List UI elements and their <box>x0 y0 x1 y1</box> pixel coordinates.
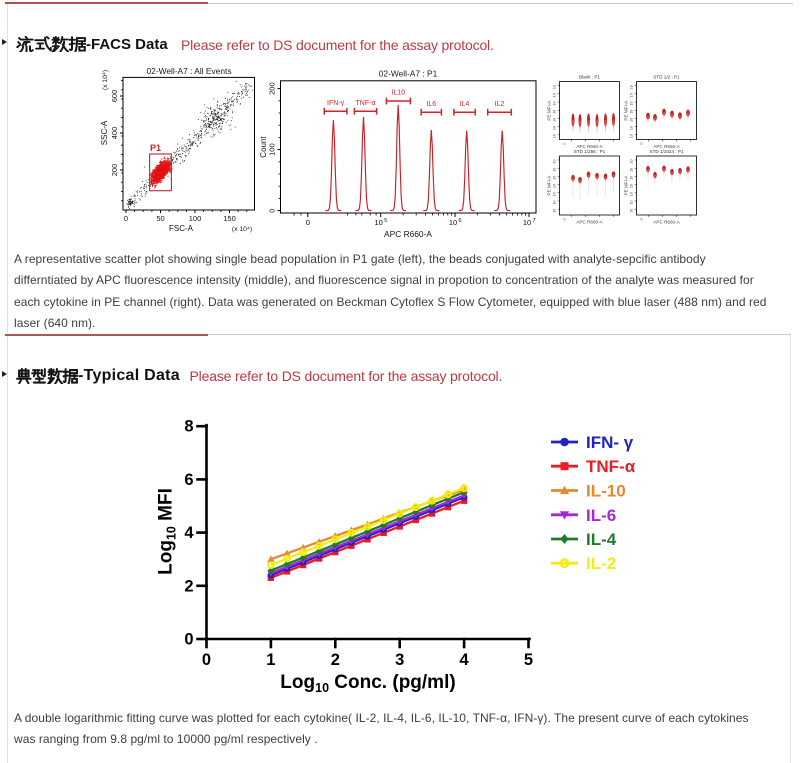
svg-text:10: 10 <box>552 134 556 138</box>
svg-text:10: 10 <box>629 160 633 164</box>
svg-text:0: 0 <box>202 651 211 669</box>
svg-text:SSC-A: SSC-A <box>100 120 109 145</box>
svg-text:600: 600 <box>110 90 119 103</box>
svg-text:IL2: IL2 <box>495 101 505 108</box>
svg-text:APC R660-A: APC R660-A <box>576 144 603 149</box>
svg-text:IFN- γ: IFN- γ <box>586 433 634 452</box>
svg-text:TNF-α: TNF-α <box>586 457 636 476</box>
svg-text:10: 10 <box>552 168 556 172</box>
svg-text:10: 10 <box>629 126 633 130</box>
svg-text:5: 5 <box>524 651 533 669</box>
svg-text:10: 10 <box>552 102 556 106</box>
svg-text:10: 10 <box>629 176 633 180</box>
svg-text:0: 0 <box>184 631 193 649</box>
svg-text:10: 10 <box>629 102 633 106</box>
svg-text:0: 0 <box>641 218 643 222</box>
svg-text:10: 10 <box>552 85 556 89</box>
svg-text:TNF-α: TNF-α <box>356 100 376 107</box>
svg-text:Count: Count <box>259 136 268 158</box>
svg-text:10: 10 <box>552 93 556 97</box>
svg-text:10: 10 <box>629 184 633 188</box>
svg-text:5: 5 <box>384 218 387 224</box>
svg-text:0: 0 <box>306 218 310 227</box>
svg-text:100: 100 <box>189 214 202 223</box>
svg-text:200: 200 <box>110 164 119 177</box>
svg-text:2: 2 <box>331 651 340 669</box>
svg-text:Log10 MFI: Log10 MFI <box>156 488 179 575</box>
svg-text:FSC-A: FSC-A <box>169 224 194 233</box>
svg-text:APC R660-A: APC R660-A <box>384 229 432 239</box>
svg-text:10: 10 <box>449 218 457 227</box>
svg-text:6: 6 <box>459 218 462 224</box>
svg-text:APC R660-A: APC R660-A <box>653 144 680 149</box>
svg-text:P1: P1 <box>150 143 161 153</box>
svg-text:PE MFI-A: PE MFI-A <box>547 175 552 196</box>
svg-text:4: 4 <box>460 651 470 669</box>
svg-text:STD 1/256 : P1: STD 1/256 : P1 <box>574 149 606 154</box>
svg-text:PE MFI-A: PE MFI-A <box>624 100 629 121</box>
svg-text:APC R660-A: APC R660-A <box>576 220 603 225</box>
svg-text:IL4: IL4 <box>460 101 470 108</box>
svg-text:50: 50 <box>156 214 164 223</box>
svg-text:Log10 Conc. (pg/ml): Log10 Conc. (pg/ml) <box>280 672 455 695</box>
svg-text:10: 10 <box>629 192 633 196</box>
svg-text:02-Well-A7 : All Events: 02-Well-A7 : All Events <box>146 66 231 76</box>
svg-text:02-Well-A7 : P1: 02-Well-A7 : P1 <box>379 69 438 79</box>
svg-text:(x 10⁴): (x 10⁴) <box>102 70 109 90</box>
svg-text:10: 10 <box>523 218 531 227</box>
svg-text:4: 4 <box>184 524 194 542</box>
svg-text:10: 10 <box>552 118 556 122</box>
svg-text:STD 1/1024 : P1: STD 1/1024 : P1 <box>650 149 684 154</box>
svg-text:0: 0 <box>641 142 643 146</box>
svg-text:100: 100 <box>268 143 277 156</box>
svg-text:10: 10 <box>629 209 633 213</box>
svg-text:10: 10 <box>629 93 633 97</box>
svg-text:10: 10 <box>552 192 556 196</box>
svg-text:0: 0 <box>124 214 128 223</box>
svg-text:2: 2 <box>184 577 193 595</box>
svg-text:10: 10 <box>552 126 556 130</box>
svg-text:IL-6: IL-6 <box>586 506 616 525</box>
svg-text:IFN-γ: IFN-γ <box>327 100 345 107</box>
svg-text:PE MFI-A: PE MFI-A <box>547 100 552 121</box>
svg-text:10: 10 <box>629 110 633 114</box>
svg-text:1: 1 <box>266 651 275 669</box>
svg-text:10: 10 <box>552 176 556 180</box>
svg-text:APC R660-A: APC R660-A <box>653 220 680 225</box>
svg-text:IL-10: IL-10 <box>586 482 626 501</box>
svg-text:10: 10 <box>375 218 383 227</box>
svg-text:IL-4: IL-4 <box>586 530 617 549</box>
svg-text:10: 10 <box>552 160 556 164</box>
svg-text:150: 150 <box>223 214 236 223</box>
svg-text:7: 7 <box>533 218 536 224</box>
svg-text:0: 0 <box>564 142 566 146</box>
svg-text:IL-2: IL-2 <box>586 554 616 573</box>
svg-text:0: 0 <box>564 218 566 222</box>
svg-text:IL6: IL6 <box>426 101 436 108</box>
svg-text:0: 0 <box>268 209 277 213</box>
svg-text:6: 6 <box>184 471 193 489</box>
svg-text:Blank : P1: Blank : P1 <box>579 75 600 80</box>
svg-text:10: 10 <box>552 110 556 114</box>
svg-text:10: 10 <box>552 209 556 213</box>
svg-text:10: 10 <box>629 134 633 138</box>
svg-text:(x 10⁴): (x 10⁴) <box>232 226 252 233</box>
svg-text:400: 400 <box>110 127 119 140</box>
svg-text:PE MFI-A: PE MFI-A <box>624 175 629 196</box>
svg-text:10: 10 <box>629 168 633 172</box>
svg-text:10: 10 <box>629 201 633 205</box>
svg-text:10: 10 <box>629 118 633 122</box>
svg-text:10: 10 <box>629 85 633 89</box>
svg-text:10: 10 <box>552 201 556 205</box>
svg-text:3: 3 <box>395 651 404 669</box>
svg-text:200: 200 <box>268 82 277 95</box>
svg-text:8: 8 <box>184 418 193 436</box>
svg-text:STD 1/2 : P1: STD 1/2 : P1 <box>653 75 680 80</box>
svg-text:IL10: IL10 <box>392 90 406 97</box>
svg-text:10: 10 <box>552 184 556 188</box>
